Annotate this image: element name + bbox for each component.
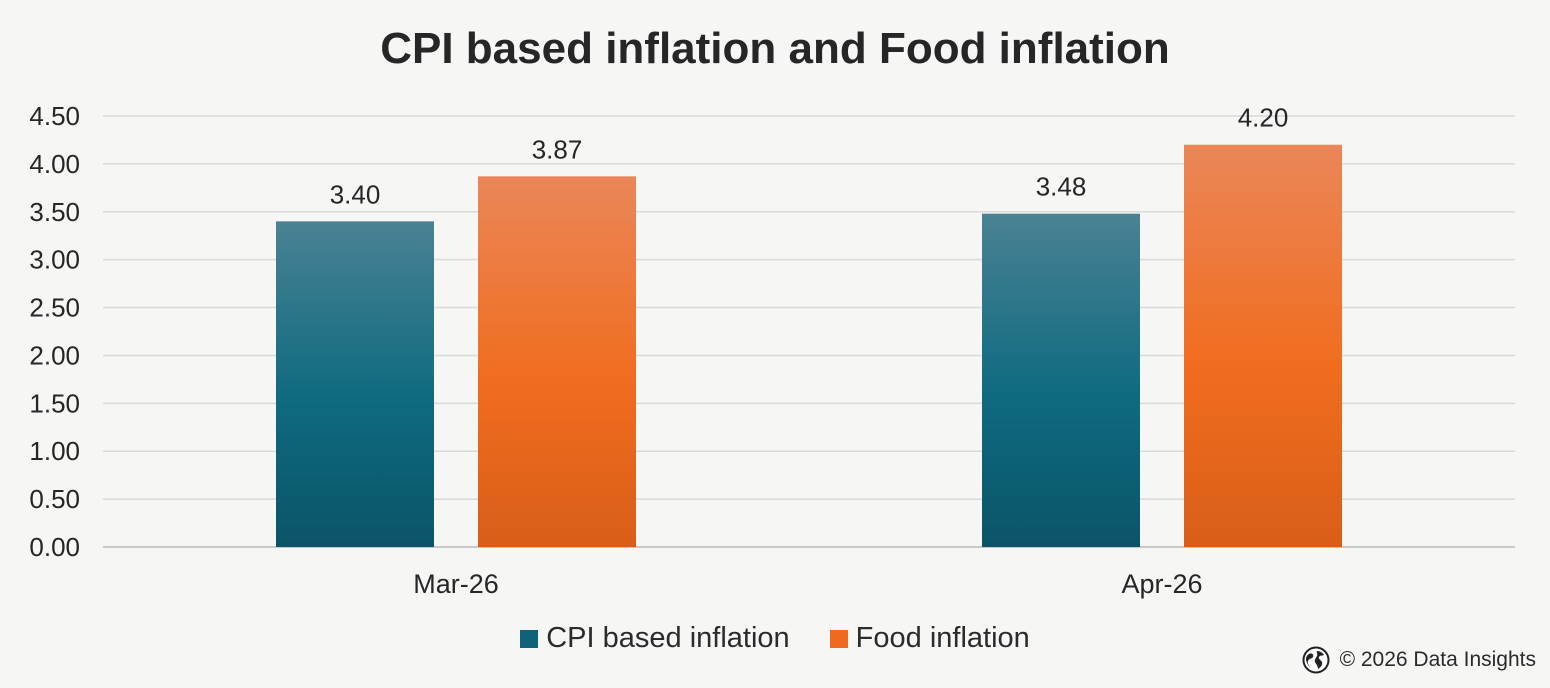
chart-title: CPI based inflation and Food inflation	[380, 24, 1170, 73]
bars	[276, 144, 1342, 547]
y-tick-label: 2.00	[29, 340, 80, 370]
bar-cpi-apr-26	[982, 213, 1140, 547]
y-tick-label: 1.50	[29, 388, 80, 418]
legend-item-food[interactable]: Food inflation	[829, 622, 1030, 655]
y-tick-label: 2.50	[29, 293, 80, 323]
legend-label-cpi: CPI based inflation	[546, 622, 790, 654]
legend-swatch-cpi	[520, 629, 539, 648]
bar-food-apr-26	[1184, 144, 1342, 547]
y-tick-label: 4.50	[29, 101, 80, 131]
y-tick-label: 1.00	[29, 436, 80, 466]
y-tick-label: 0.00	[29, 532, 80, 562]
y-axis-ticks: 0.00 0.50 1.00 1.50 2.00 2.50 3.00 3.50 4.00 4.50	[29, 101, 80, 562]
y-tick-label: 3.00	[29, 245, 80, 275]
x-tick-label: Apr-26	[1121, 569, 1202, 599]
legend-item-cpi[interactable]: CPI based inflation	[520, 622, 790, 655]
y-tick-label: 4.00	[29, 149, 80, 179]
x-axis-ticks: Mar-26 Apr-26	[413, 569, 1202, 599]
legend: CPI based inflation Food inflation	[0, 622, 1550, 655]
data-label: 3.40	[330, 179, 381, 209]
data-label: 4.20	[1238, 103, 1289, 133]
legend-label-food: Food inflation	[855, 622, 1030, 654]
legend-swatch-food	[829, 629, 848, 648]
data-label: 3.48	[1036, 172, 1087, 202]
x-tick-label: Mar-26	[413, 569, 499, 599]
footer: © 2026 Data Insights	[1302, 646, 1536, 674]
y-tick-label: 0.50	[29, 484, 80, 514]
globe-icon	[1302, 646, 1330, 674]
copyright-text: © 2026 Data Insights	[1339, 648, 1536, 671]
data-label: 3.87	[532, 134, 583, 164]
bar-food-mar-26	[478, 176, 636, 547]
data-labels: 3.40 3.87 3.48 4.20	[330, 103, 1289, 210]
bar-cpi-mar-26	[276, 221, 434, 547]
y-tick-label: 3.50	[29, 197, 80, 227]
